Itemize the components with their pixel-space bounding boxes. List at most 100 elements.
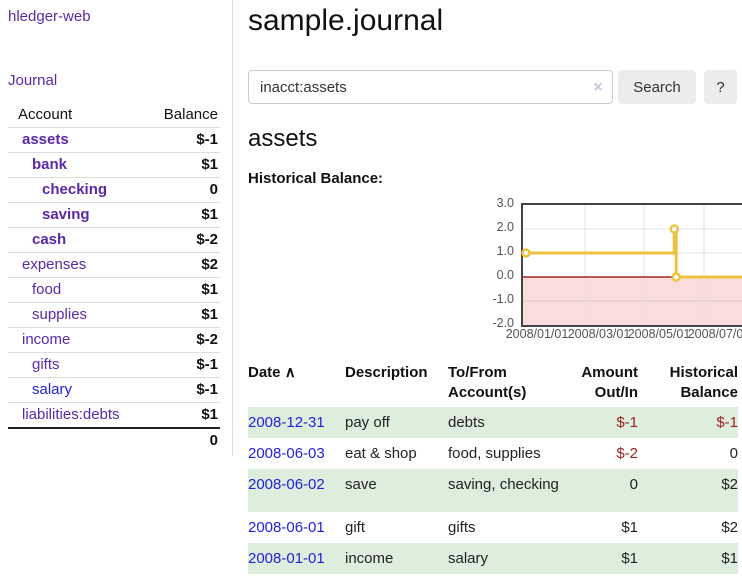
search-button[interactable]: Search <box>618 70 696 104</box>
y-tick-label: 0.0 <box>496 268 514 282</box>
account-row: assets $-1 <box>8 128 220 153</box>
account-link-expenses[interactable]: expenses <box>22 256 87 273</box>
transaction-accounts: gifts <box>448 519 476 536</box>
x-tick-label: 2008/07/01 <box>687 327 742 341</box>
header-amount-line1: Amount <box>581 364 638 381</box>
account-balance: $2 <box>201 256 218 273</box>
transaction-description: save <box>345 469 448 512</box>
account-link-assets[interactable]: assets <box>22 131 69 148</box>
header-balance: Historical Balance <box>638 361 738 407</box>
account-balance: $1 <box>201 306 218 323</box>
historical-balance-chart: $ <box>521 203 742 327</box>
account-link-income[interactable]: income <box>22 331 71 348</box>
transaction-date-link[interactable]: 2008-06-01 <box>248 519 325 536</box>
account-link-food[interactable]: food <box>32 281 62 298</box>
transaction-accounts: salary <box>448 543 560 574</box>
account-balance: $1 <box>201 156 218 173</box>
transaction-balance: $-1 <box>638 407 738 438</box>
transaction-accounts: debts <box>448 407 560 438</box>
account-link-saving[interactable]: saving <box>42 206 90 223</box>
account-link-checking[interactable]: checking <box>42 181 108 198</box>
help-button[interactable]: ? <box>704 70 737 104</box>
transaction-amount: $-1 <box>560 407 638 438</box>
account-row: salary $-1 <box>8 378 220 403</box>
header-balance-line2: Balance <box>680 384 738 401</box>
account-link-supplies[interactable]: supplies <box>32 306 88 323</box>
account-balance: $1 <box>201 406 218 423</box>
chart-canvas <box>521 205 742 325</box>
transaction-balance: 0 <box>729 445 738 462</box>
account-row: saving $1 <box>8 203 220 228</box>
transaction-balance: $1 <box>638 543 738 574</box>
account-link-liabilities-debts[interactable]: liabilities:debts <box>22 406 120 423</box>
account-row: supplies $1 <box>8 303 220 328</box>
transaction-description: income <box>345 543 448 574</box>
accounts-total-value: 0 <box>209 432 218 449</box>
search-input[interactable] <box>248 70 613 104</box>
account-row: bank $1 <box>8 153 220 178</box>
header-accounts-line1: To/From <box>448 364 507 381</box>
transaction-description: eat & shop <box>345 445 417 462</box>
register-row: 2008-06-03 eat & shop food, supplies $-2… <box>248 438 738 469</box>
account-row: gifts $-1 <box>8 353 220 378</box>
header-accounts-line2: Account(s) <box>448 384 527 401</box>
transaction-date-link[interactable]: 2008-06-03 <box>248 445 325 462</box>
page-title: sample.journal <box>248 4 444 37</box>
register-row: 2008-06-01 gift gifts $1 $2 <box>248 512 738 543</box>
register-row: 2008-06-02 save saving, checking 0 $2 <box>248 469 738 512</box>
transaction-date-link[interactable]: 2008-01-01 <box>248 550 325 567</box>
transaction-balance: $2 <box>721 519 738 536</box>
y-tick-label: -2.0 <box>492 316 514 330</box>
accounts-header-balance: Balance <box>163 106 218 123</box>
account-balance: $-2 <box>196 331 218 348</box>
transaction-amount: $-2 <box>616 445 638 462</box>
register-row: 2008-01-01 income salary $1 $1 <box>248 543 738 574</box>
header-description: Description <box>345 364 428 381</box>
account-balance: $1 <box>201 281 218 298</box>
header-amount-line2: Out/In <box>594 384 638 401</box>
account-link-bank[interactable]: bank <box>32 156 68 173</box>
account-balance: $-1 <box>196 356 218 373</box>
transaction-date-link[interactable]: 2008-06-02 <box>248 476 325 493</box>
transaction-balance: $2 <box>638 469 738 512</box>
transaction-accounts: food, supplies <box>448 445 541 462</box>
account-row: cash $-2 <box>8 228 220 253</box>
account-row: checking 0 <box>8 178 220 203</box>
transaction-description: pay off <box>345 407 448 438</box>
transaction-date-link[interactable]: 2008-12-31 <box>248 414 325 431</box>
sort-asc-icon: ∧ <box>284 364 296 381</box>
header-balance-line1: Historical <box>669 364 738 381</box>
y-tick-label: 2.0 <box>496 220 514 234</box>
main-content: sample.journal × Search ? assets Histori… <box>248 0 742 582</box>
header-amount: Amount Out/In <box>560 361 638 407</box>
sidebar: hledger-web Journal Account Balance asse… <box>0 0 233 456</box>
account-balance: $-2 <box>196 231 218 248</box>
app-brand-link[interactable]: hledger-web <box>8 8 91 25</box>
accounts-table-header: Account Balance <box>8 103 220 128</box>
account-balance: $1 <box>201 206 218 223</box>
header-date[interactable]: Date ∧ <box>248 361 345 407</box>
header-date-label: Date <box>248 364 281 381</box>
x-tick-label: 2008/01/01 <box>505 327 569 341</box>
account-row: expenses $2 <box>8 253 220 278</box>
account-link-cash[interactable]: cash <box>32 231 67 248</box>
clear-search-icon[interactable]: × <box>593 79 603 96</box>
sidebar-item-journal[interactable]: Journal <box>8 72 58 89</box>
account-balance: $-1 <box>196 131 218 148</box>
register-table: Date ∧ Description To/From Account(s) Amo… <box>248 361 738 574</box>
x-axis-labels: 2008/01/01 2008/03/01 2008/05/01 2008/07… <box>506 327 742 341</box>
account-link-salary[interactable]: salary <box>32 381 73 398</box>
accounts-header-account: Account <box>18 106 73 123</box>
account-balance: 0 <box>209 181 218 198</box>
transaction-amount: $1 <box>621 519 638 536</box>
chart-title: Historical Balance: <box>248 170 384 187</box>
accounts-table: Account Balance assets $-1 bank $1 check… <box>8 103 220 453</box>
account-row: liabilities:debts $1 <box>8 403 220 428</box>
transaction-description: gift <box>345 519 366 536</box>
transaction-accounts: saving, checking <box>448 469 560 512</box>
accounts-total-row: 0 <box>8 428 220 453</box>
x-tick-label: 2008/03/01 <box>567 327 631 341</box>
account-link-gifts[interactable]: gifts <box>32 356 60 373</box>
y-tick-label: 1.0 <box>496 244 514 258</box>
data-point-marker <box>671 272 681 282</box>
